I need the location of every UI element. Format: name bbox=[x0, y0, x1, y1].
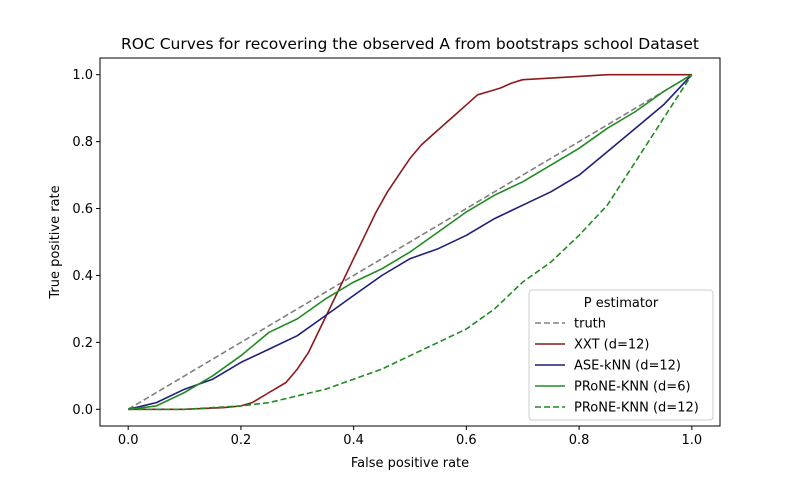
x-axis-label: False positive rate bbox=[351, 456, 469, 471]
x-tick-label: 1.0 bbox=[681, 433, 702, 448]
series-line-xxt-d-12 bbox=[128, 73, 692, 411]
legend-label-prone-knn-d-6: PRoNE-KNN (d=6) bbox=[574, 380, 691, 395]
y-tick-label: 0.2 bbox=[72, 336, 93, 351]
legend-box bbox=[528, 289, 714, 421]
y-tick-label: 0.6 bbox=[72, 202, 93, 217]
series-line-truth bbox=[127, 74, 693, 410]
plot-lines bbox=[127, 73, 693, 411]
series-line-ase-knn-d-12 bbox=[128, 74, 693, 411]
y-tick-label: 0.8 bbox=[72, 135, 93, 150]
x-tick-label: 0.0 bbox=[118, 433, 139, 448]
y-tick-label: 0.0 bbox=[72, 403, 93, 418]
y-axis: 0.0 0.2 0.4 0.6 0.8 1.0 bbox=[72, 68, 100, 418]
series-line-prone-knn-d-6 bbox=[128, 74, 693, 411]
legend-items: truth XXT (d=12) ASE-kNN (d=12) PRoNE-KNN (… bbox=[535, 317, 699, 416]
legend-label-truth: truth bbox=[574, 317, 606, 332]
x-tick-label: 0.8 bbox=[569, 433, 590, 448]
chart-title: ROC Curves for recovering the observed A… bbox=[121, 35, 699, 53]
series-line-prone-knn-d-12 bbox=[128, 74, 693, 411]
x-tick-label: 0.2 bbox=[231, 433, 252, 448]
x-tick-label: 0.4 bbox=[343, 433, 364, 448]
x-axis: 0.0 0.2 0.4 0.6 0.8 1.0 bbox=[118, 426, 702, 448]
plot-frame bbox=[99, 57, 721, 427]
legend-title: P estimator bbox=[584, 296, 659, 311]
y-axis-label: True positive rate bbox=[48, 185, 63, 299]
legend: P estimator truth XXT (d=12) ASE-kNN (d=12… bbox=[528, 289, 714, 421]
x-tick-label: 0.6 bbox=[456, 433, 477, 448]
legend-label-xxt-d-12: XXT (d=12) bbox=[574, 338, 650, 353]
y-tick-label: 1.0 bbox=[72, 68, 93, 83]
y-tick-label: 0.4 bbox=[72, 269, 93, 284]
legend-label-prone-knn-d-12: PRoNE-KNN (d=12) bbox=[574, 401, 699, 416]
legend-label-ase-knn-d-12: ASE-kNN (d=12) bbox=[574, 359, 681, 374]
